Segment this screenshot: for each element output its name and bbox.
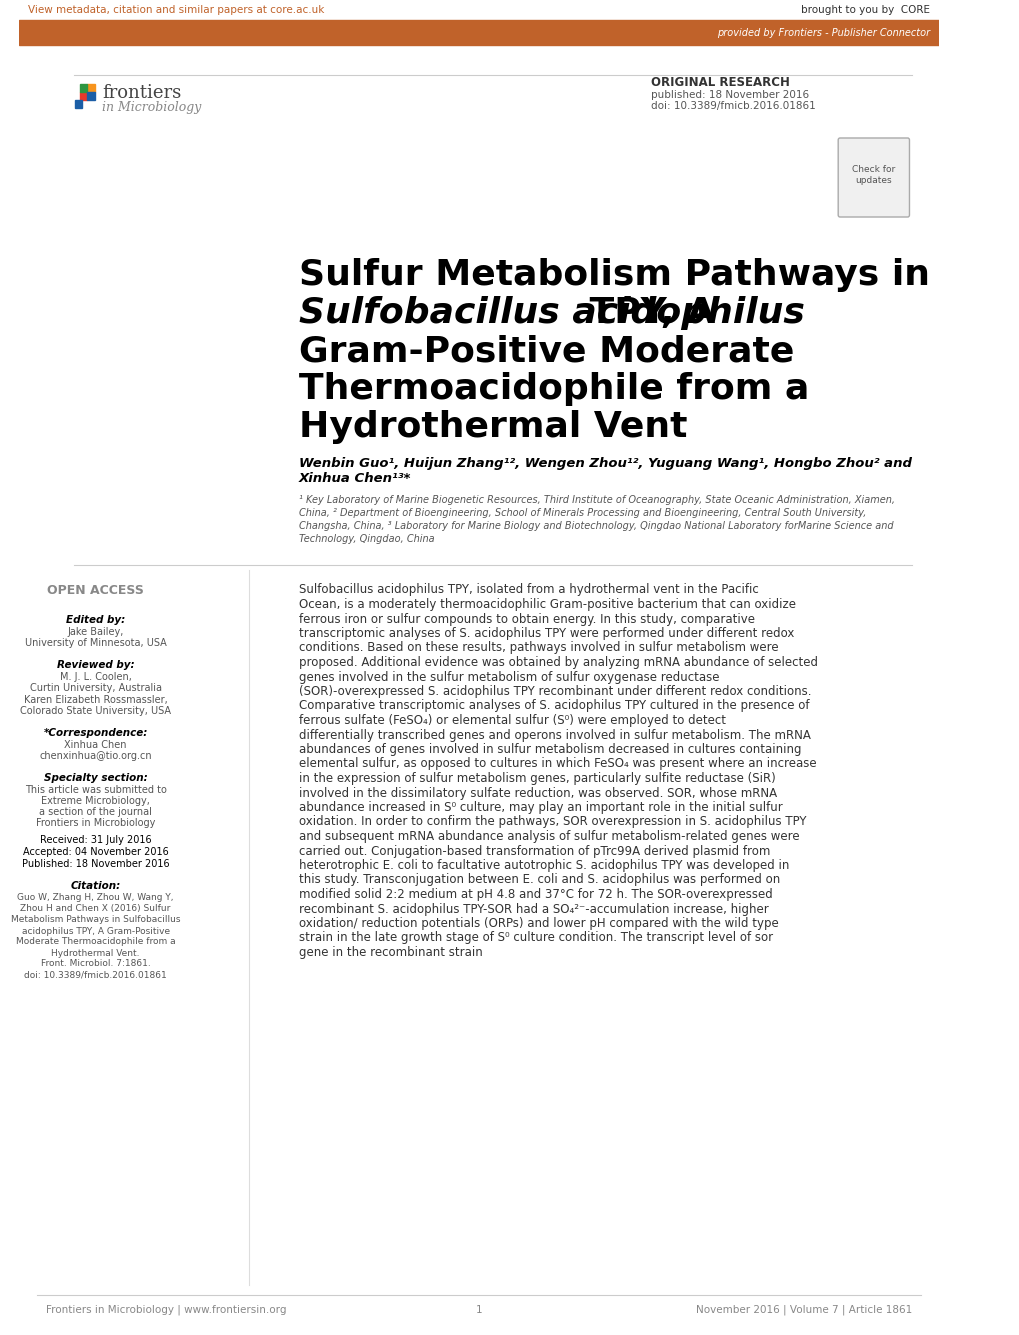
Text: modified solid 2:2 medium at pH 4.8 and 37°C for 72 h. The SOR-overexpressed: modified solid 2:2 medium at pH 4.8 and …	[299, 888, 771, 901]
Text: Front. Microbiol. 7:1861.: Front. Microbiol. 7:1861.	[41, 960, 150, 968]
Text: heterotrophic E. coli to facultative autotrophic S. acidophilus TPY was develope: heterotrophic E. coli to facultative aut…	[299, 858, 789, 872]
Text: this study. Transconjugation between E. coli and S. acidophilus was performed on: this study. Transconjugation between E. …	[299, 873, 780, 886]
Text: oxidation. In order to confirm the pathways, SOR overexpression in S. acidophilu: oxidation. In order to confirm the pathw…	[299, 816, 805, 829]
Text: Specialty section:: Specialty section:	[44, 773, 148, 784]
Text: Wenbin Guo¹, Huijun Zhang¹², Wengen Zhou¹², Yuguang Wang¹, Hongbo Zhou² and: Wenbin Guo¹, Huijun Zhang¹², Wengen Zhou…	[299, 457, 911, 470]
Text: chenxinhua@tio.org.cn: chenxinhua@tio.org.cn	[39, 752, 152, 761]
Bar	[88, 84, 95, 92]
Text: Xinhua Chen: Xinhua Chen	[64, 740, 126, 750]
Text: genes involved in the sulfur metabolism of sulfur oxygenase reductase: genes involved in the sulfur metabolism …	[299, 670, 718, 684]
Text: Sulfobacillus acidophilus: Sulfobacillus acidophilus	[299, 296, 804, 330]
Text: TPY, A: TPY, A	[576, 296, 714, 330]
Text: This article was submitted to: This article was submitted to	[24, 785, 166, 796]
Text: Accepted: 04 November 2016: Accepted: 04 November 2016	[22, 846, 168, 857]
Text: oxidation/ reduction potentials (ORPs) and lower pH compared with the wild type: oxidation/ reduction potentials (ORPs) a…	[299, 917, 777, 930]
Text: Zhou H and Chen X (2016) Sulfur: Zhou H and Chen X (2016) Sulfur	[20, 905, 170, 913]
Bar	[19, 20, 938, 45]
Text: abundances of genes involved in sulfur metabolism decreased in cultures containi: abundances of genes involved in sulfur m…	[299, 744, 800, 756]
Text: Frontiers in Microbiology: Frontiers in Microbiology	[36, 818, 155, 828]
Bar	[88, 92, 95, 100]
Text: View metadata, citation and similar papers at core.ac.uk: View metadata, citation and similar pape…	[28, 5, 324, 15]
Text: Extreme Microbiology,: Extreme Microbiology,	[41, 796, 150, 806]
Text: provided by Frontiers - Publisher Connector: provided by Frontiers - Publisher Connec…	[716, 28, 929, 37]
Text: Sulfobacillus acidophilus TPY, isolated from a hydrothermal vent in the Pacific: Sulfobacillus acidophilus TPY, isolated …	[299, 583, 757, 597]
Bar	[81, 92, 88, 100]
Text: OPEN ACCESS: OPEN ACCESS	[47, 583, 144, 597]
Text: Check for
updates: Check for updates	[851, 166, 894, 184]
Text: Hydrothermal Vent: Hydrothermal Vent	[299, 410, 687, 445]
Bar	[81, 84, 88, 92]
Text: carried out. Conjugation-based transformation of pTrc99A derived plasmid from: carried out. Conjugation-based transform…	[299, 845, 769, 857]
Text: recombinant S. acidophilus TPY-SOR had a SO₄²⁻-accumulation increase, higher: recombinant S. acidophilus TPY-SOR had a…	[299, 902, 767, 916]
Bar	[74, 100, 82, 108]
Text: Guo W, Zhang H, Zhou W, Wang Y,: Guo W, Zhang H, Zhou W, Wang Y,	[17, 893, 173, 902]
Text: Citation:: Citation:	[70, 881, 120, 890]
FancyBboxPatch shape	[838, 138, 909, 218]
Text: ¹ Key Laboratory of Marine Biogenetic Resources, Third Institute of Oceanography: ¹ Key Laboratory of Marine Biogenetic Re…	[299, 495, 894, 505]
Text: Reviewed by:: Reviewed by:	[57, 659, 135, 670]
Text: abundance increased in S⁰ culture, may play an important role in the initial sul: abundance increased in S⁰ culture, may p…	[299, 801, 782, 814]
Text: Hydrothermal Vent.: Hydrothermal Vent.	[51, 948, 140, 957]
Text: conditions. Based on these results, pathways involved in sulfur metabolism were: conditions. Based on these results, path…	[299, 642, 777, 654]
Text: Thermoacidophile from a: Thermoacidophile from a	[299, 372, 808, 406]
Text: doi: 10.3389/fmicb.2016.01861: doi: 10.3389/fmicb.2016.01861	[24, 971, 167, 980]
Text: China, ² Department of Bioengineering, School of Minerals Processing and Bioengi: China, ² Department of Bioengineering, S…	[299, 509, 865, 518]
Text: transcriptomic analyses of S. acidophilus TPY were performed under different red: transcriptomic analyses of S. acidophilu…	[299, 627, 793, 639]
Text: ferrous iron or sulfur compounds to obtain energy. In this study, comparative: ferrous iron or sulfur compounds to obta…	[299, 613, 754, 626]
Text: Edited by:: Edited by:	[66, 615, 125, 625]
Text: brought to you by  CORE: brought to you by CORE	[801, 5, 929, 15]
Text: November 2016 | Volume 7 | Article 1861: November 2016 | Volume 7 | Article 1861	[695, 1304, 911, 1315]
Text: Sulfur Metabolism Pathways in: Sulfur Metabolism Pathways in	[299, 258, 928, 292]
Text: published: 18 November 2016: published: 18 November 2016	[650, 89, 808, 100]
Text: *Correspondence:: *Correspondence:	[44, 728, 148, 738]
Text: doi: 10.3389/fmicb.2016.01861: doi: 10.3389/fmicb.2016.01861	[650, 101, 814, 111]
Text: Metabolism Pathways in Sulfobacillus: Metabolism Pathways in Sulfobacillus	[11, 916, 180, 925]
Text: Colorado State University, USA: Colorado State University, USA	[20, 706, 171, 716]
Text: a section of the journal: a section of the journal	[39, 806, 152, 817]
Text: elemental sulfur, as opposed to cultures in which FeSO₄ was present where an inc: elemental sulfur, as opposed to cultures…	[299, 757, 815, 770]
Text: Curtin University, Australia: Curtin University, Australia	[30, 684, 161, 693]
Text: differentially transcribed genes and operons involved in sulfur metabolism. The : differentially transcribed genes and ope…	[299, 729, 810, 741]
Text: Changsha, China, ³ Laboratory for Marine Biology and Biotechnology, Qingdao Nati: Changsha, China, ³ Laboratory for Marine…	[299, 521, 893, 531]
Text: ORIGINAL RESEARCH: ORIGINAL RESEARCH	[650, 76, 789, 89]
Text: M. J. L. Coolen,: M. J. L. Coolen,	[59, 672, 131, 682]
Text: ferrous sulfate (FeSO₄) or elemental sulfur (S⁰) were employed to detect: ferrous sulfate (FeSO₄) or elemental sul…	[299, 714, 725, 728]
Text: acidophilus TPY, A Gram-Positive: acidophilus TPY, A Gram-Positive	[21, 926, 169, 936]
Text: in Microbiology: in Microbiology	[102, 100, 201, 113]
Text: and subsequent mRNA abundance analysis of sulfur metabolism-related genes were: and subsequent mRNA abundance analysis o…	[299, 830, 799, 842]
Text: gene in the recombinant strain: gene in the recombinant strain	[299, 947, 482, 959]
Text: proposed. Additional evidence was obtained by analyzing mRNA abundance of select: proposed. Additional evidence was obtain…	[299, 655, 817, 669]
Text: strain in the late growth stage of S⁰ culture condition. The transcript level of: strain in the late growth stage of S⁰ cu…	[299, 932, 772, 944]
Text: Published: 18 November 2016: Published: 18 November 2016	[21, 858, 169, 869]
Text: (SOR)-overexpressed S. acidophilus TPY recombinant under different redox conditi: (SOR)-overexpressed S. acidophilus TPY r…	[299, 685, 810, 698]
Text: involved in the dissimilatory sulfate reduction, was observed. SOR, whose mRNA: involved in the dissimilatory sulfate re…	[299, 786, 775, 800]
Text: Moderate Thermoacidophile from a: Moderate Thermoacidophile from a	[15, 937, 175, 947]
Text: Karen Elizabeth Rossmassler,: Karen Elizabeth Rossmassler,	[23, 696, 167, 705]
Text: Ocean, is a moderately thermoacidophilic Gram-positive bacterium that can oxidiz: Ocean, is a moderately thermoacidophilic…	[299, 598, 795, 611]
Text: Received: 31 July 2016: Received: 31 July 2016	[40, 834, 151, 845]
Text: Jake Bailey,: Jake Bailey,	[67, 627, 123, 637]
Text: Gram-Positive Moderate: Gram-Positive Moderate	[299, 334, 793, 368]
Text: 1: 1	[475, 1306, 482, 1315]
Text: Technology, Qingdao, China: Technology, Qingdao, China	[299, 534, 434, 543]
Text: Comparative transcriptomic analyses of S. acidophilus TPY cultured in the presen: Comparative transcriptomic analyses of S…	[299, 700, 808, 713]
Text: University of Minnesota, USA: University of Minnesota, USA	[24, 638, 166, 647]
Text: Frontiers in Microbiology | www.frontiersin.org: Frontiers in Microbiology | www.frontier…	[46, 1304, 286, 1315]
Text: in the expression of sulfur metabolism genes, particularly sulfite reductase (Si: in the expression of sulfur metabolism g…	[299, 772, 774, 785]
Text: Xinhua Chen¹³*: Xinhua Chen¹³*	[299, 471, 411, 485]
Text: frontiers: frontiers	[102, 84, 181, 101]
